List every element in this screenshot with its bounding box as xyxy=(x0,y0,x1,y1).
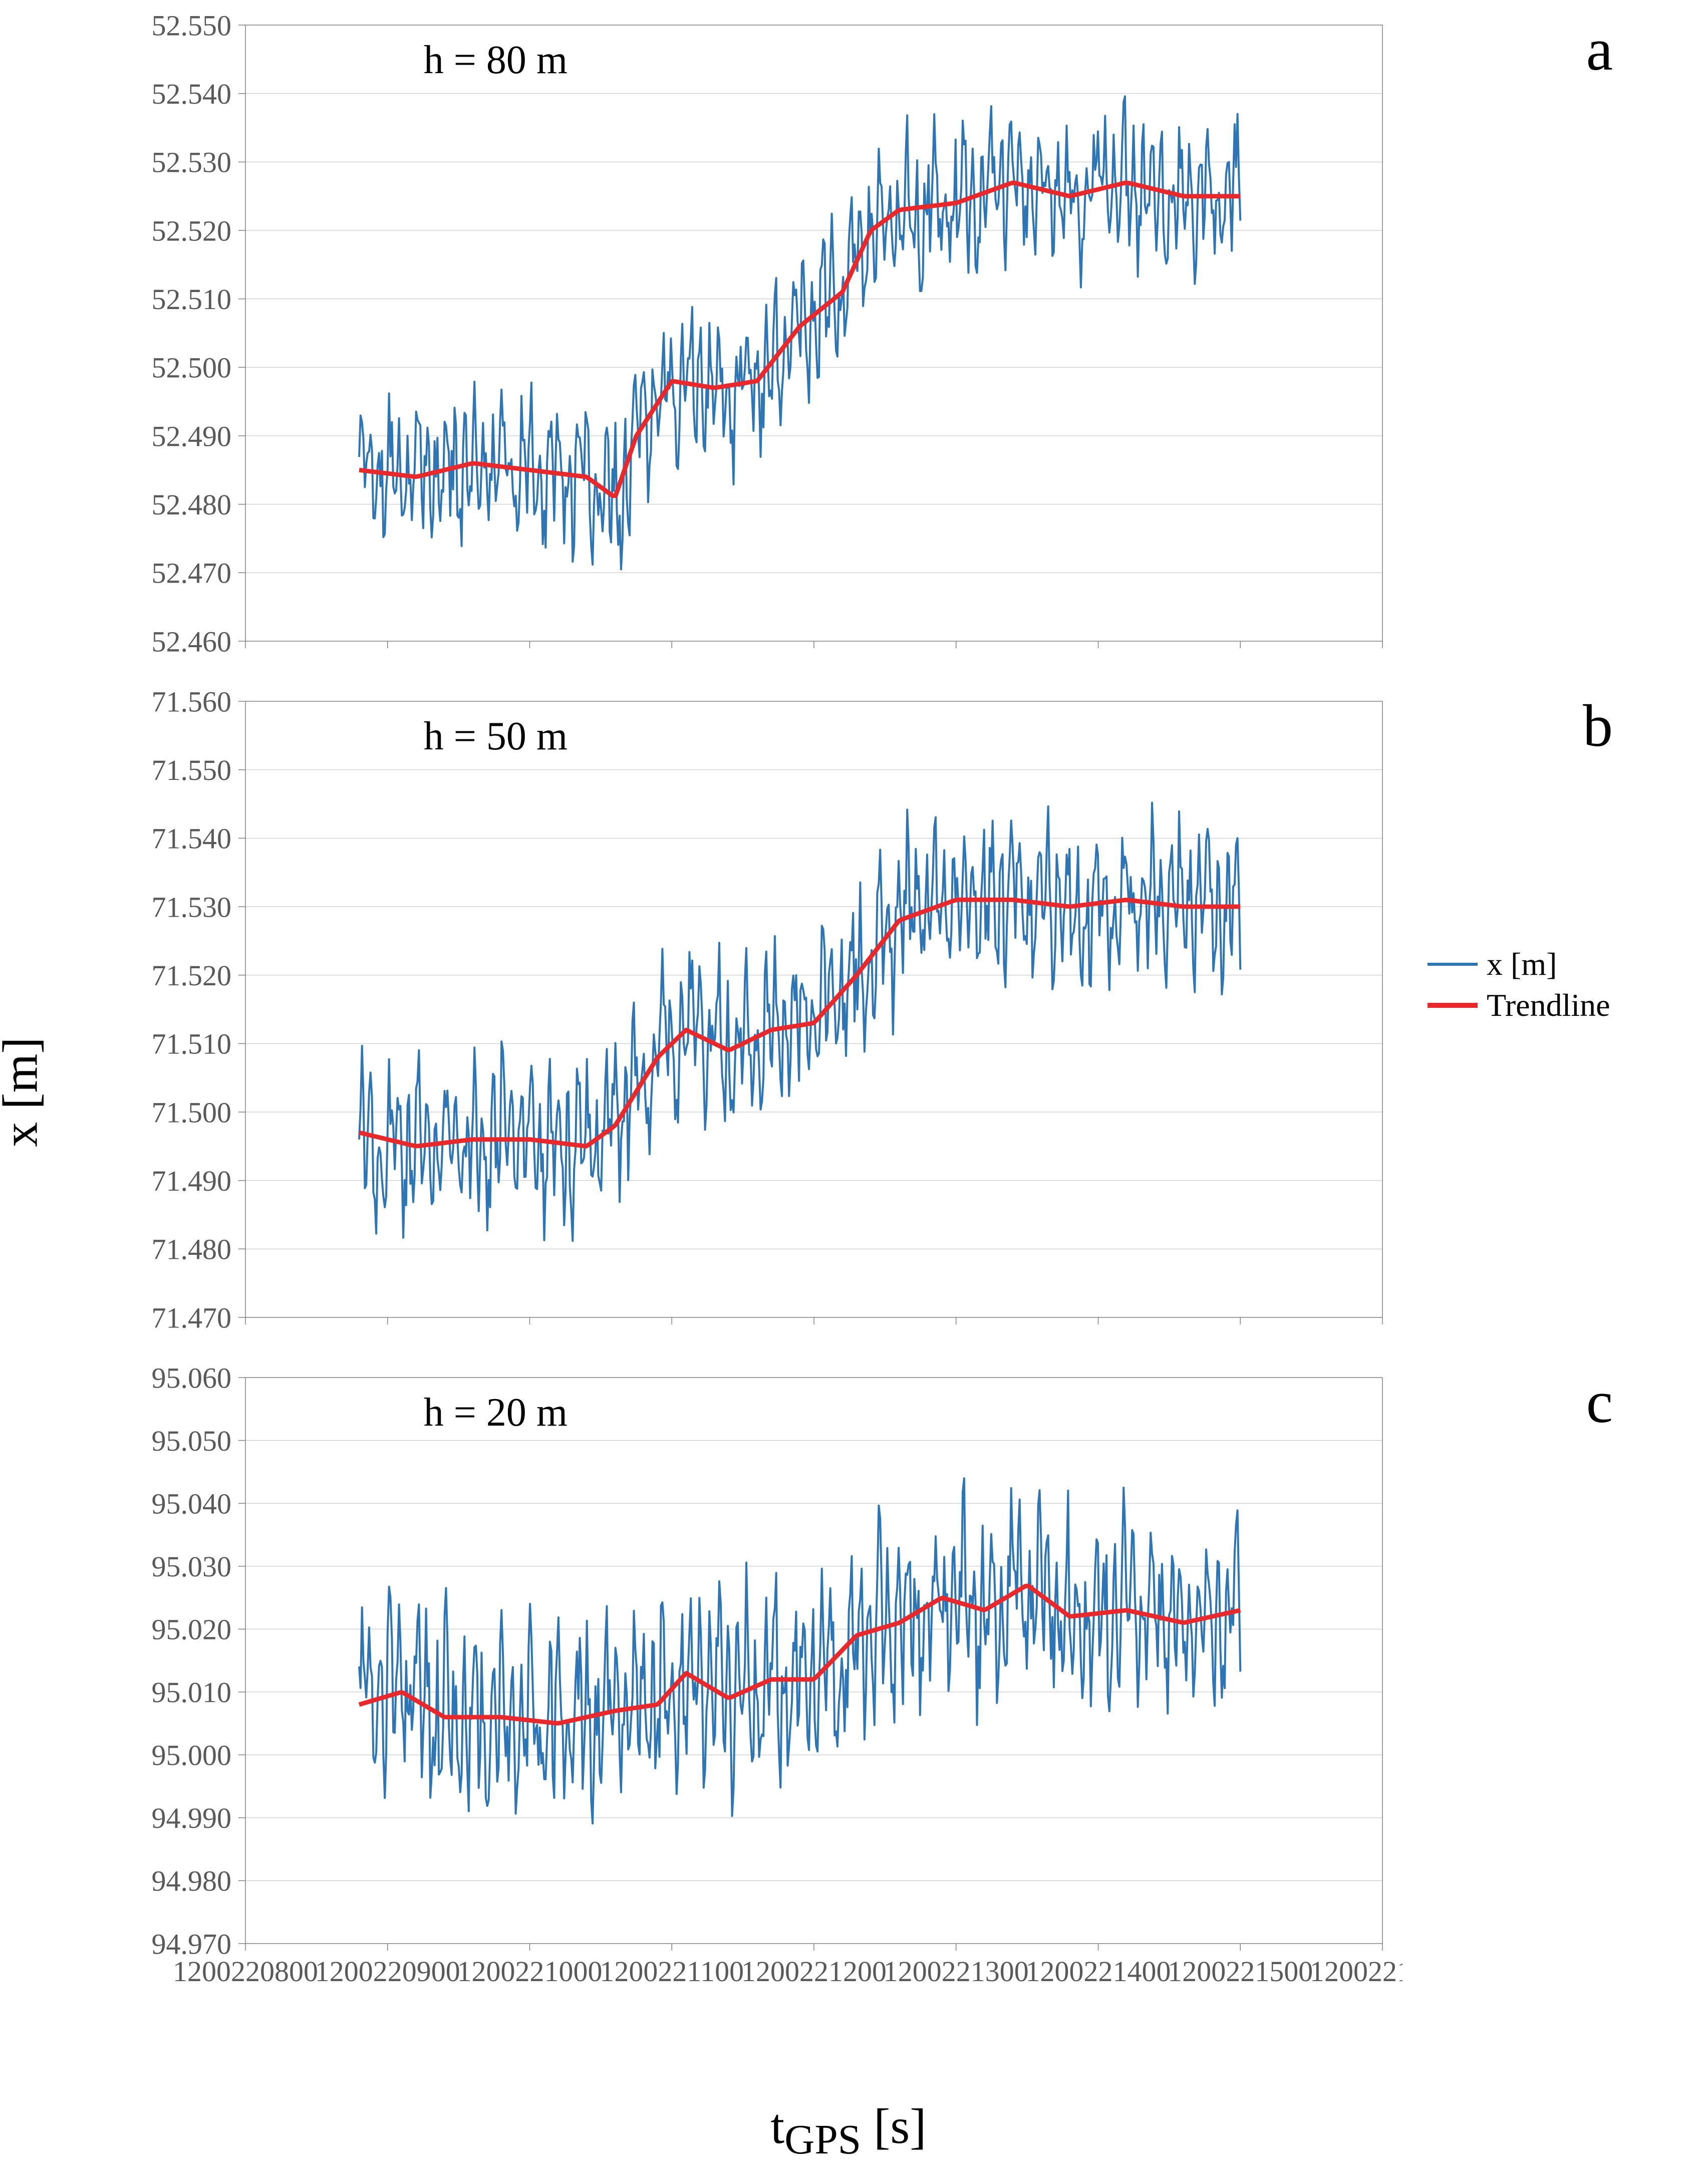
data-series xyxy=(359,1478,1240,1823)
y-tick-label: 71.520 xyxy=(152,959,232,992)
y-tick-label: 52.500 xyxy=(152,352,232,384)
y-tick-label: 52.460 xyxy=(152,625,232,658)
y-tick-label: 71.550 xyxy=(152,754,232,786)
x-tick-label: 1200221400 xyxy=(1026,1955,1171,1988)
x-tick-label: 1200221300 xyxy=(884,1955,1029,1988)
x-tick-label: 1200220900 xyxy=(315,1955,460,1988)
y-tick-label: 71.500 xyxy=(152,1096,232,1129)
x-axis-title-unit: [s] xyxy=(861,2098,927,2154)
panel-title: h = 50 m xyxy=(424,714,568,758)
y-tick-label: 52.520 xyxy=(152,214,232,247)
y-tick-label: 71.560 xyxy=(152,685,232,718)
y-tick-label: 52.530 xyxy=(152,146,232,179)
y-tick-label: 52.510 xyxy=(152,283,232,316)
y-tick-label: 71.530 xyxy=(152,891,232,923)
plot-svg: 52.460 52.470 52.480 52.490 52.500 52.510 52.5… xyxy=(100,0,1402,676)
x-tick-label: 1200221500 xyxy=(1168,1955,1313,1988)
y-tick-label: 95.060 xyxy=(152,1361,232,1394)
panel-title: h = 80 m xyxy=(424,38,568,82)
legend-item: x [m] xyxy=(1428,946,1610,983)
y-tick-label: 52.550 xyxy=(152,9,232,42)
y-tick-label: 94.980 xyxy=(152,1865,232,1897)
plot-svg: 94.97094.98094.99095.00095.01095.02095.0… xyxy=(100,1352,1402,2034)
x-tick-label: 1200221600 xyxy=(1310,1955,1402,1988)
panel-letter: a xyxy=(1586,15,1613,84)
y-tick-label: 95.030 xyxy=(152,1550,232,1583)
y-tick-label: 71.510 xyxy=(152,1028,232,1060)
y-tick-label: 52.480 xyxy=(152,488,232,521)
y-tick-label: 95.010 xyxy=(152,1676,232,1709)
data-series xyxy=(359,96,1240,569)
legend: x [m] Trendline xyxy=(1428,942,1610,1028)
x-tick-label: 1200221200 xyxy=(741,1955,887,1988)
y-tick-label: 95.000 xyxy=(152,1739,232,1772)
legend-item: Trendline xyxy=(1428,987,1610,1024)
panel-c: c94.97094.98094.99095.00095.01095.02095.… xyxy=(100,1352,1402,2034)
chart-stack: a52.46052.47052.48052.49052.50052.51052.… xyxy=(100,0,1402,2034)
panel-letter: b xyxy=(1583,691,1613,760)
panel-b: b71.47071.48071.49071.50071.51071.52071.… xyxy=(100,676,1402,1352)
x-axis-title: tGPS [s] xyxy=(770,2097,926,2164)
panel-letter: c xyxy=(1586,1368,1613,1437)
y-tick-label: 52.490 xyxy=(152,420,232,452)
data-series xyxy=(359,802,1240,1241)
legend-swatch-trend xyxy=(1428,1003,1478,1008)
plot-border xyxy=(245,701,1382,1317)
y-axis-title: x [m] xyxy=(0,1037,49,1147)
x-tick-label: 1200220800 xyxy=(173,1955,318,1988)
y-tick-label: 71.540 xyxy=(152,823,232,855)
y-tick-label: 95.040 xyxy=(152,1487,232,1520)
x-axis-title-var: t xyxy=(770,2098,784,2154)
x-axis-title-sub: GPS xyxy=(784,2117,861,2163)
figure-page: x [m] a52.46052.47052.48052.49052.50052.… xyxy=(0,0,1697,2184)
y-tick-label: 71.480 xyxy=(152,1233,232,1266)
legend-label: Trendline xyxy=(1487,987,1610,1024)
y-tick-label: 52.470 xyxy=(152,557,232,590)
panel-a: a52.46052.47052.48052.49052.50052.51052.… xyxy=(100,0,1402,676)
y-tick-label: 95.020 xyxy=(152,1613,232,1646)
y-tick-label: 71.470 xyxy=(152,1301,232,1334)
y-tick-label: 94.990 xyxy=(152,1802,232,1834)
y-tick-label: 71.490 xyxy=(152,1165,232,1197)
plot-border xyxy=(245,25,1382,641)
plot-svg: 71.470 71.480 71.490 71.500 71.510 71.520 71.5… xyxy=(100,676,1402,1352)
legend-swatch-data xyxy=(1428,963,1478,966)
x-tick-label: 1200221000 xyxy=(457,1955,603,1988)
y-tick-label: 52.540 xyxy=(152,78,232,110)
x-tick-label: 1200221100 xyxy=(600,1955,744,1988)
legend-label: x [m] xyxy=(1487,946,1557,983)
panel-title: h = 20 m xyxy=(424,1391,568,1435)
y-tick-label: 95.050 xyxy=(152,1425,232,1457)
